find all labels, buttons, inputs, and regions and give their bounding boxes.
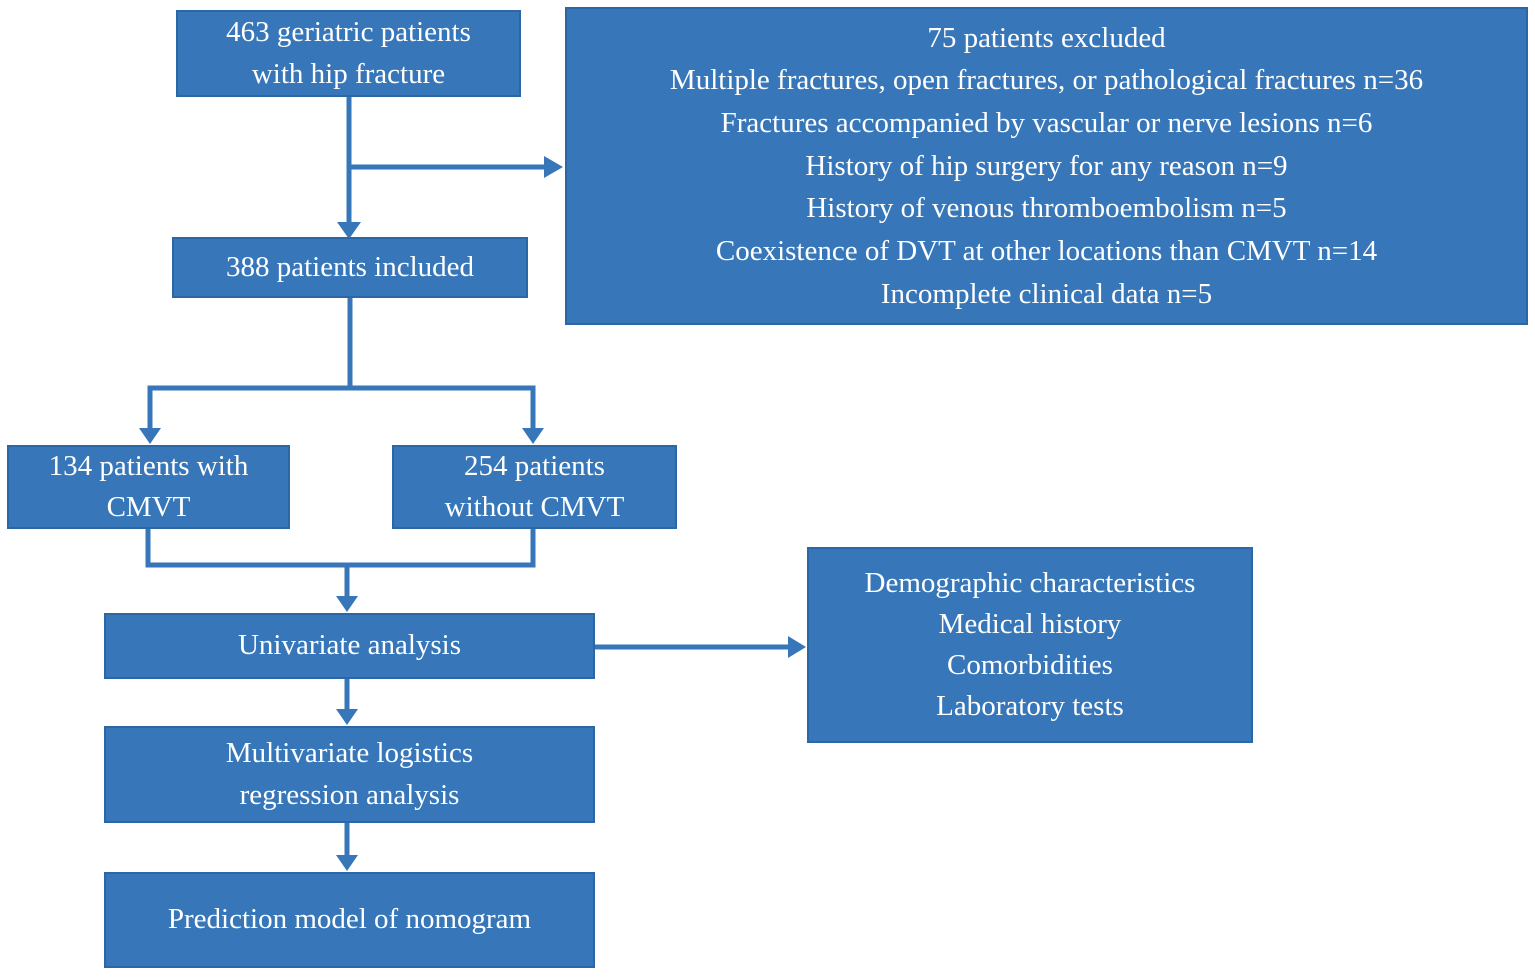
node-text-line: Medical history — [938, 607, 1122, 640]
node-initial-patients: 463 geriatric patients with hip fracture — [176, 10, 521, 97]
exclusion-reason: Multiple fractures, open fractures, or p… — [669, 64, 1424, 97]
connector-split-bar — [147, 385, 536, 430]
node-univariate-analysis: Univariate analysis — [104, 613, 595, 679]
node-text-line: 254 patients — [464, 449, 605, 482]
exclusion-reason: Coexistence of DVT at other locations th… — [715, 234, 1378, 267]
node-text-line: CMVT — [106, 491, 191, 523]
arrowhead-multivariate-to-prediction — [336, 855, 358, 871]
arrowhead-initial-to-included — [337, 222, 361, 239]
exclusion-reason: Fractures accompanied by vascular or ner… — [720, 107, 1373, 140]
node-text-line: 75 patients excluded — [927, 21, 1166, 54]
node-excluded-patients: 75 patients excluded Multiple fractures,… — [565, 7, 1528, 325]
node-text-line: regression analysis — [239, 778, 460, 811]
node-text-line: 134 patients with — [48, 449, 249, 482]
node-text-line: 463 geriatric patients — [226, 16, 471, 49]
node-text-line: with hip fracture — [251, 57, 446, 90]
node-text-line: 388 patients included — [225, 250, 475, 283]
node-with-cmvt: 134 patients with CMVT — [7, 445, 290, 529]
arrowhead-join-to-univariate — [336, 596, 358, 612]
exclusion-reason: History of hip surgery for any reason n=… — [805, 149, 1288, 182]
arrowhead-univariate-to-multivariate — [336, 709, 358, 725]
node-text-line: Prediction model of nomogram — [167, 903, 532, 936]
node-text-line: without CMVT — [444, 491, 625, 523]
exclusion-reason: Incomplete clinical data n=5 — [880, 277, 1213, 310]
node-text-line: Comorbidities — [947, 649, 1113, 681]
node-text-line: Laboratory tests — [936, 690, 1124, 723]
connector-join-bar — [145, 529, 536, 568]
node-prediction-model: Prediction model of nomogram — [104, 872, 595, 968]
node-without-cmvt: 254 patients without CMVT — [392, 445, 677, 529]
arrowhead-split-to-with-cmvt — [139, 428, 161, 444]
arrowhead-initial-to-excluded — [544, 156, 563, 178]
node-included-patients: 388 patients included — [172, 237, 528, 298]
node-text-line: Demographic characteristics — [864, 566, 1196, 599]
arrowhead-split-to-without-cmvt — [522, 428, 544, 444]
node-text-line: Multivariate logistics — [225, 737, 474, 770]
exclusion-reason: History of venous thromboembolism n=5 — [806, 192, 1287, 225]
arrowhead-univariate-to-variables — [788, 636, 806, 658]
node-analysis-variables: Demographic characteristics Medical hist… — [807, 547, 1253, 743]
node-multivariate-analysis: Multivariate logistics regression analys… — [104, 726, 595, 823]
node-text-line: Univariate analysis — [237, 629, 462, 662]
